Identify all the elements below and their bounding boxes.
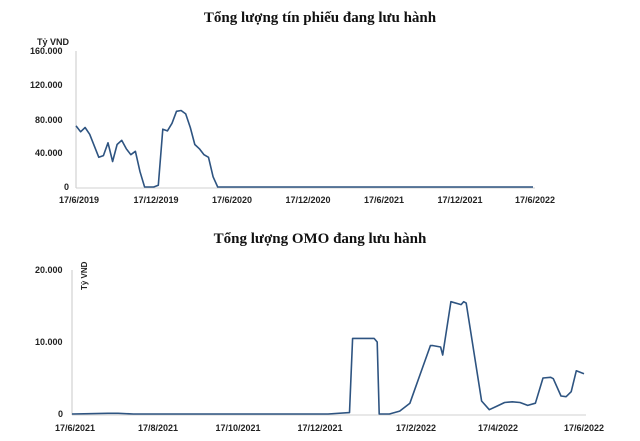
- chart2-ytick-10000: 10.000: [35, 337, 63, 347]
- chart1-ytick-40000: 40.000: [35, 148, 63, 158]
- chart2-xtick: 17/4/2022: [477, 423, 519, 433]
- chart2-xtick: 17/2/2022: [395, 423, 437, 433]
- chart1-ytick-0: 0: [64, 182, 70, 192]
- chart1-xtick: 17/6/2019: [58, 195, 100, 205]
- chart1-ytick-160000: 160.000: [30, 46, 63, 56]
- chart1-xtick: 17/6/2022: [514, 195, 556, 205]
- chart2-ytick-20000: 20.000: [35, 265, 63, 275]
- chart2-xtick: 17/6/2022: [563, 423, 605, 433]
- chart2-xtick: 17/6/2021: [54, 423, 96, 433]
- chart1-xtick: 17/12/2020: [285, 195, 331, 205]
- chart1-y-unit: Tỷ VND: [37, 37, 70, 47]
- chart1-title: Tổng lượng tín phiếu đang lưu hành: [203, 10, 437, 26]
- chart1-xtick: 17/6/2020: [211, 195, 253, 205]
- chart1-ytick-120000: 120.000: [30, 80, 63, 90]
- chart1-xtick: 17/12/2021: [437, 195, 483, 205]
- chart2-xtick: 17/12/2021: [297, 423, 343, 433]
- chart1-xtick: 17/12/2019: [133, 195, 179, 205]
- chart2-line-series: [71, 300, 585, 415]
- chart2-xtick: 17/10/2021: [215, 423, 261, 433]
- chart1-ytick-80000: 80.000: [35, 115, 63, 125]
- chart1-xtick: 17/6/2021: [363, 195, 405, 205]
- chart2-title: Tổng lượng OMO đang lưu hành: [213, 231, 427, 247]
- chart2-ytick-0: 0: [58, 409, 64, 419]
- chart1-line-series: [75, 109, 533, 188]
- chart2-xtick: 17/8/2021: [137, 423, 179, 433]
